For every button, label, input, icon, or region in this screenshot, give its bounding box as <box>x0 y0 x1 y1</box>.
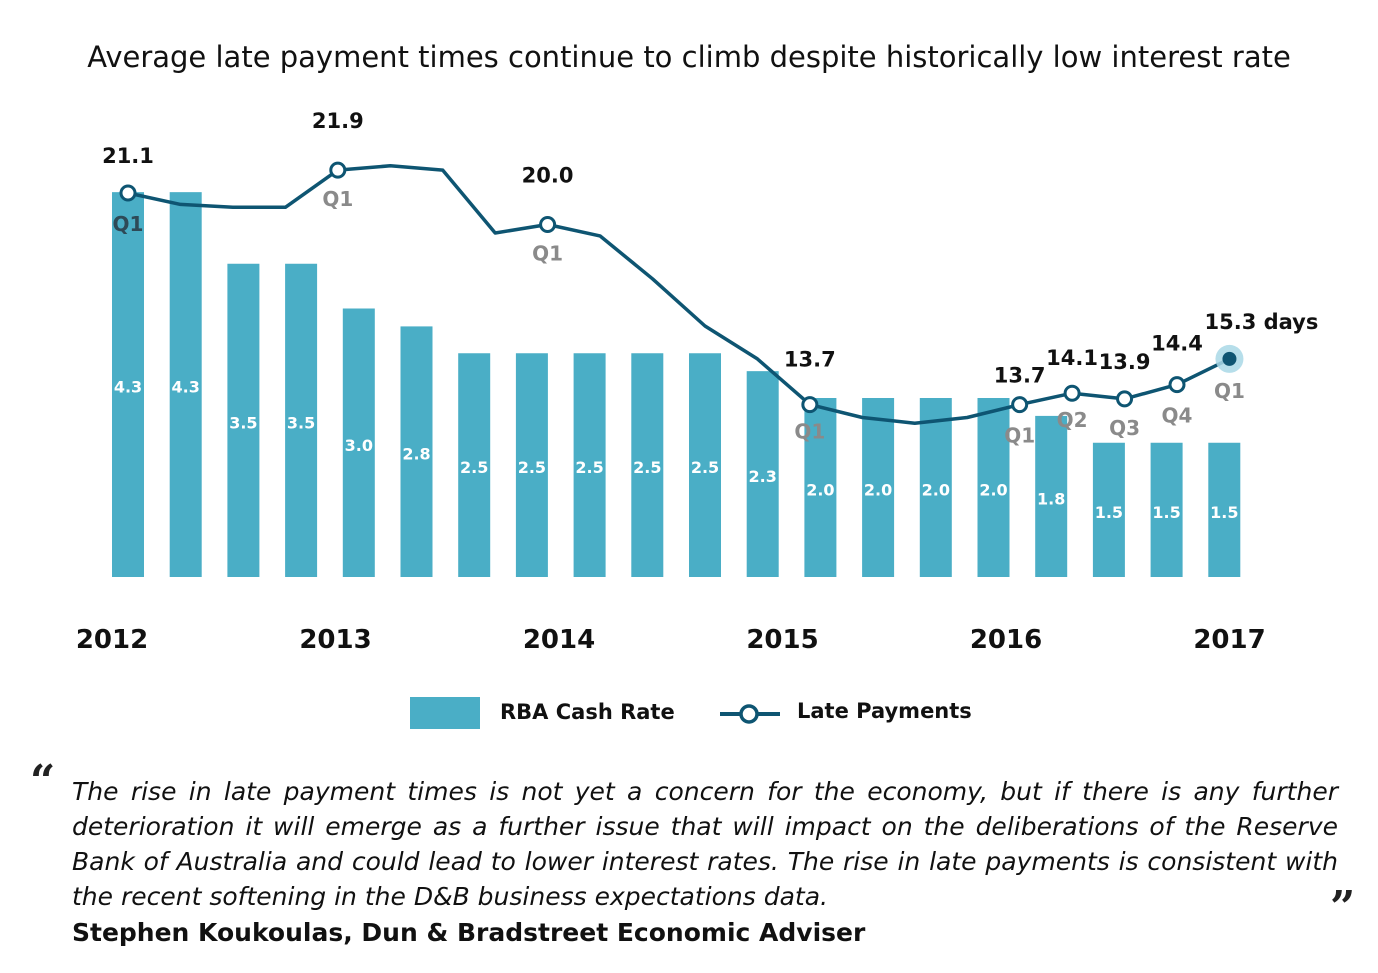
bar-value-label: 4.3 <box>114 378 142 397</box>
bar-cash-rate <box>1208 442 1241 577</box>
year-tick-label: 2016 <box>970 625 1042 655</box>
bar-cash-rate <box>1035 415 1068 577</box>
line-point <box>1116 390 1134 408</box>
quarter-label: Q3 <box>1109 416 1140 440</box>
quarter-label: Q1 <box>1004 424 1035 448</box>
bar-value-label: 2.5 <box>575 458 603 477</box>
year-tick-label: 2012 <box>76 625 148 655</box>
bar-value-label: 2.3 <box>749 467 777 486</box>
quote-author: Stephen Koukoulas, Dun & Bradstreet Econ… <box>72 918 866 947</box>
line-point-latest <box>1222 351 1237 366</box>
bar-value-label: 2.0 <box>922 481 950 500</box>
bar-value-label: 2.5 <box>633 458 661 477</box>
bar-value-label: 2.0 <box>979 481 1007 500</box>
bar-cash-rate <box>804 398 837 577</box>
bar-cash-rate <box>1150 442 1183 577</box>
line-value-label: 14.4 <box>1151 332 1203 356</box>
bar-value-label: 1.8 <box>1037 489 1065 508</box>
bar-value-label: 3.5 <box>287 413 315 432</box>
line-value-label: 20.0 <box>522 164 574 188</box>
line-point <box>329 161 347 179</box>
bar-cash-rate <box>227 263 260 577</box>
year-tick-label: 2015 <box>746 625 818 655</box>
line-value-label: 14.1 <box>1046 346 1098 370</box>
combo-chart: 4.3 4.3 3.5 3.5 3.0 2.8 2.5 2.5 2.5 2.5 2.5 2.3 2.0 2… <box>76 109 1319 655</box>
legend-label-late-payments: Late Payments <box>797 699 972 723</box>
year-axis: 2012 2013 2014 2015 2016 2017 <box>76 625 1266 655</box>
line-value-label: 13.7 <box>784 348 836 372</box>
bar-value-label: 1.5 <box>1210 503 1238 522</box>
year-tick-label: 2017 <box>1193 625 1265 655</box>
bar-value-label: 3.5 <box>229 413 257 432</box>
bar-value-label: 1.5 <box>1152 503 1180 522</box>
quarter-label: Q1 <box>113 212 144 236</box>
bar-cash-rate <box>631 353 664 577</box>
line-value-label: 13.7 <box>994 364 1046 388</box>
bar-value-label: 2.0 <box>806 481 834 500</box>
line-point <box>801 396 819 414</box>
line-late-payments <box>127 164 1231 425</box>
legend-line-icon <box>720 704 780 724</box>
line-value-label: 13.9 <box>1099 350 1151 374</box>
bar-value-label: 2.8 <box>402 445 430 464</box>
bar-cash-rate <box>746 371 779 577</box>
legend: RBA Cash Rate Late Payments <box>0 694 1378 734</box>
bar-value-label: 1.5 <box>1095 503 1123 522</box>
bar-cash-rate <box>285 263 318 577</box>
bar-cash-rate <box>515 353 548 577</box>
bar-value-label: 4.3 <box>172 378 200 397</box>
line-layer: 21.1 Q1 21.9 Q1 20.0 Q1 13.7 Q1 13.7 Q1 14.1 Q2 13.9… <box>102 109 1318 448</box>
bar-value-label: 2.0 <box>864 481 892 500</box>
chart-title: Average late payment times continue to c… <box>87 40 1291 74</box>
quarter-label: Q1 <box>794 420 825 444</box>
open-quote-mark: “ <box>30 756 56 807</box>
quote-text: The rise in late payment times is not ye… <box>72 777 1338 911</box>
bar-cash-rate <box>689 353 721 577</box>
quarter-label: Q4 <box>1162 404 1193 428</box>
line-value-label: 21.9 <box>312 109 364 133</box>
line-point <box>539 215 557 233</box>
year-tick-label: 2014 <box>523 625 595 655</box>
quarter-label: Q1 <box>322 187 353 211</box>
bar-value-label: 2.5 <box>691 458 719 477</box>
line-value-label: 15.3 days <box>1205 310 1319 334</box>
line-point <box>1011 396 1029 414</box>
quarter-label: Q1 <box>532 242 563 266</box>
quarter-label: Q2 <box>1057 408 1088 432</box>
bars-layer: 4.3 4.3 3.5 3.5 3.0 2.8 2.5 2.5 2.5 2.5 2.5 2.3 2.0 2… <box>112 192 1241 577</box>
bar-cash-rate <box>458 353 491 577</box>
bar-cash-rate <box>977 398 1010 577</box>
bar-cash-rate <box>400 326 433 577</box>
bar-cash-rate <box>573 353 606 577</box>
bar-value-label: 2.5 <box>518 458 546 477</box>
bar-cash-rate <box>342 308 375 577</box>
line-point <box>1168 376 1186 394</box>
bar-cash-rate <box>862 398 895 577</box>
bar-cash-rate <box>919 398 952 577</box>
bar-cash-rate <box>169 192 202 577</box>
line-point <box>1063 384 1081 402</box>
line-point <box>119 184 137 202</box>
bar-cash-rate <box>1092 442 1125 577</box>
quarter-label: Q1 <box>1214 379 1245 403</box>
legend-swatch-bar <box>410 697 480 729</box>
close-quote-mark: ” <box>1330 882 1356 933</box>
bar-value-label: 2.5 <box>460 458 488 477</box>
legend-label-cash-rate: RBA Cash Rate <box>500 700 675 724</box>
line-value-label: 21.1 <box>102 144 154 168</box>
bar-value-label: 3.0 <box>345 436 373 455</box>
year-tick-label: 2013 <box>299 625 371 655</box>
bar-cash-rate <box>112 192 144 577</box>
